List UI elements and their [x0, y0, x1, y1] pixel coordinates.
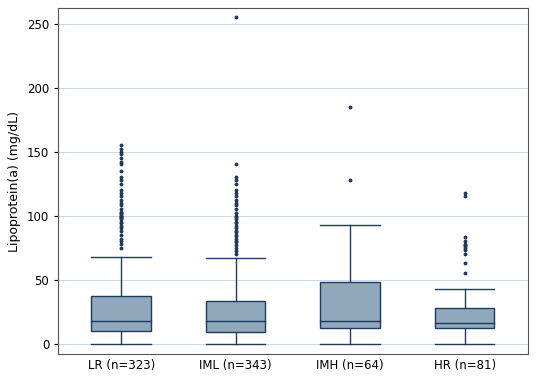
Bar [435, 308, 494, 328]
Y-axis label: Lipoprotein(a) (mg/dL): Lipoprotein(a) (mg/dL) [9, 111, 21, 252]
Bar [321, 282, 380, 328]
Bar [91, 296, 151, 331]
Bar [206, 301, 265, 332]
